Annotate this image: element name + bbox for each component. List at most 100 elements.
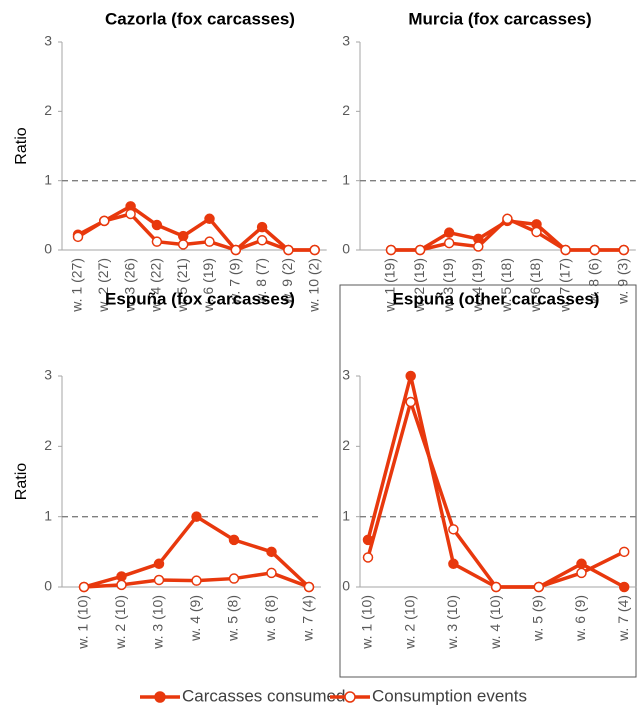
data-point bbox=[405, 370, 416, 382]
data-point bbox=[448, 558, 459, 570]
data-point bbox=[228, 573, 240, 584]
chart-title: Espuña (fox carcasses) bbox=[105, 289, 295, 308]
x-tick-label: w. 2 (19) bbox=[411, 258, 427, 313]
data-point bbox=[618, 581, 630, 593]
data-point bbox=[230, 244, 242, 256]
data-point bbox=[414, 244, 426, 256]
x-tick-label: w. 3 (19) bbox=[440, 258, 456, 313]
x-tick-label: w. 4 (22) bbox=[148, 258, 164, 313]
data-point bbox=[151, 219, 163, 231]
series-line bbox=[77, 212, 315, 252]
x-tick-label: w. 1 (10) bbox=[359, 595, 375, 650]
data-point bbox=[116, 579, 127, 591]
y-tick-label: 3 bbox=[342, 367, 350, 383]
x-tick-label: w. 6 (18) bbox=[527, 258, 543, 313]
x-tick-label: w. 10 (2) bbox=[305, 258, 321, 313]
x-tick-label: w. 5 (18) bbox=[498, 258, 514, 313]
data-point bbox=[72, 231, 84, 243]
series-line bbox=[366, 400, 625, 589]
x-tick-label: w. 3 (26) bbox=[121, 258, 137, 313]
x-tick-label: w. 2 (27) bbox=[95, 258, 111, 313]
data-point bbox=[228, 534, 240, 546]
x-tick-label: w. 5 (8) bbox=[225, 595, 241, 642]
data-point bbox=[303, 581, 315, 593]
x-tick-label: w. 6 (19) bbox=[200, 258, 216, 313]
panel-frame bbox=[339, 284, 637, 678]
x-tick-label: w. 9 (2) bbox=[279, 258, 295, 305]
data-point bbox=[256, 235, 268, 246]
data-point bbox=[448, 524, 459, 535]
x-tick-label: w. 1 (27) bbox=[69, 258, 85, 313]
x-tick-label: w. 8 (7) bbox=[253, 258, 269, 305]
y-tick-label: 0 bbox=[342, 578, 350, 594]
data-point bbox=[533, 581, 545, 593]
data-point bbox=[256, 221, 268, 233]
series-line bbox=[366, 374, 626, 589]
data-point bbox=[473, 241, 484, 252]
legend-marker bbox=[344, 691, 356, 703]
data-point bbox=[502, 213, 513, 225]
data-point bbox=[151, 236, 163, 247]
x-tick-label: w. 8 (6) bbox=[585, 258, 601, 305]
data-point bbox=[204, 236, 215, 247]
y-tick-label: 1 bbox=[342, 507, 350, 523]
data-point bbox=[177, 239, 189, 250]
x-tick-label: w. 1 (19) bbox=[382, 258, 398, 313]
y-tick-label: 1 bbox=[342, 171, 350, 187]
data-point bbox=[362, 552, 374, 563]
data-point bbox=[405, 396, 416, 408]
x-tick-label: w. 9 (3) bbox=[615, 258, 631, 305]
y-tick-label: 0 bbox=[342, 241, 350, 257]
data-point bbox=[560, 244, 571, 256]
data-point bbox=[191, 575, 202, 586]
data-point bbox=[618, 244, 630, 256]
x-tick-label: w. 3 (10) bbox=[150, 595, 166, 650]
data-point bbox=[266, 567, 277, 579]
x-tick-label: w. 4 (19) bbox=[469, 258, 485, 313]
x-tick-label: w. 7 (4) bbox=[615, 595, 631, 642]
data-point bbox=[576, 567, 587, 579]
chart-title: Murcia (fox carcasses) bbox=[408, 9, 591, 28]
y-axis-label: Ratio bbox=[13, 127, 30, 164]
y-tick-label: 2 bbox=[342, 437, 350, 453]
data-point bbox=[78, 581, 90, 593]
data-point bbox=[618, 546, 630, 558]
x-tick-label: w. 3 (10) bbox=[444, 595, 460, 650]
x-tick-label: w. 7 (4) bbox=[300, 595, 316, 642]
data-point bbox=[576, 558, 587, 570]
y-tick-label: 0 bbox=[44, 241, 52, 257]
x-tick-label: w. 6 (8) bbox=[262, 595, 278, 642]
legend-label: Consumption events bbox=[372, 686, 527, 705]
y-tick-label: 2 bbox=[44, 102, 52, 118]
data-point bbox=[266, 546, 277, 558]
chart-title: Cazorla (fox carcasses) bbox=[105, 9, 295, 28]
legend-marker bbox=[154, 691, 166, 703]
data-point bbox=[125, 208, 136, 220]
y-tick-label: 3 bbox=[44, 33, 52, 49]
data-point bbox=[531, 226, 542, 238]
data-point bbox=[153, 574, 165, 586]
y-tick-label: 3 bbox=[44, 367, 52, 383]
legend-label: Carcasses consumed bbox=[182, 686, 345, 705]
data-point bbox=[385, 244, 397, 256]
y-tick-label: 1 bbox=[44, 171, 52, 187]
chart-title: Espuña (other carcasses) bbox=[393, 289, 600, 308]
x-tick-label: w. 5 (9) bbox=[530, 595, 546, 642]
x-tick-label: w. 2 (10) bbox=[112, 595, 128, 650]
x-tick-label: w. 5 (21) bbox=[174, 258, 190, 313]
x-tick-label: w. 7 (9) bbox=[227, 258, 243, 305]
y-tick-label: 3 bbox=[342, 33, 350, 49]
y-axis-label: Ratio bbox=[13, 463, 30, 500]
y-tick-label: 2 bbox=[342, 102, 350, 118]
x-tick-label: w. 1 (10) bbox=[75, 595, 91, 650]
data-point bbox=[191, 511, 202, 522]
x-tick-label: w. 4 (10) bbox=[487, 595, 503, 650]
data-point bbox=[283, 244, 294, 256]
y-tick-label: 0 bbox=[44, 578, 52, 594]
data-point bbox=[309, 244, 320, 256]
y-tick-label: 2 bbox=[44, 437, 52, 453]
data-point bbox=[116, 571, 127, 582]
y-tick-label: 1 bbox=[44, 507, 52, 523]
x-tick-label: w. 2 (10) bbox=[401, 595, 417, 650]
